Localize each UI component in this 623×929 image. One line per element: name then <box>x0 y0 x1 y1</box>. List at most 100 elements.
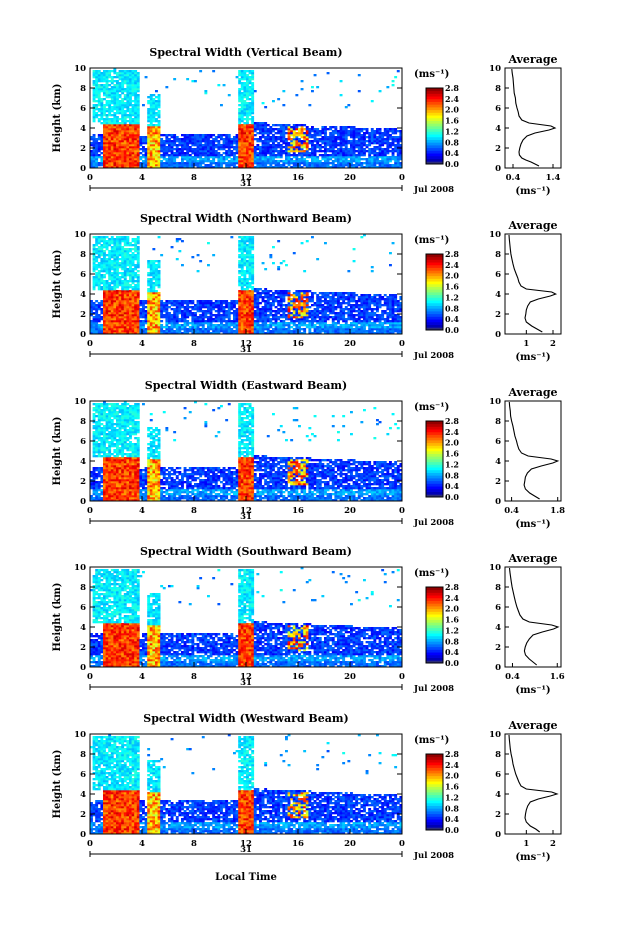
colorbar-segment <box>426 96 443 100</box>
panel-1: Spectral Width (Vertical Beam) 0 2 4 6 8 10 Hei… <box>52 46 562 197</box>
colorbar-segment <box>426 289 443 293</box>
colorbar-segment <box>426 792 443 796</box>
y-tick-label: 4 <box>80 124 86 134</box>
colorbar-segment <box>426 308 443 312</box>
panel-3: Spectral Width (Eastward Beam) 0 2 4 6 8 10 Hei… <box>52 379 565 530</box>
colorbar-segment <box>426 158 443 162</box>
colorbar-segment <box>426 161 443 165</box>
average-y-tick-label: 0 <box>495 164 501 174</box>
average-y-tick-label: 0 <box>495 497 501 507</box>
colorbar-segment <box>426 311 443 315</box>
colorbar-frame <box>425 753 444 831</box>
colorbar-tick-label: 0.8 <box>445 303 459 313</box>
x-tick-label: 4 <box>139 839 145 849</box>
colorbar-segment <box>426 603 443 607</box>
x-tick-label: 16 <box>292 839 304 849</box>
colorbar-segment <box>426 756 443 760</box>
colorbar-segment <box>426 445 443 449</box>
average-y-tick-label: 6 <box>495 603 501 613</box>
colorbar-segment <box>426 421 443 425</box>
colorbar-segment <box>426 654 443 658</box>
average-frame <box>504 67 562 169</box>
colorbar-segment <box>426 600 443 604</box>
panel-4: Spectral Width (Southward Beam) 0 2 4 6 8 10 He… <box>52 545 565 696</box>
y-tick-label: 10 <box>74 397 86 407</box>
y-tick-label: 2 <box>80 310 86 320</box>
average-y-tick-label: 4 <box>495 124 501 134</box>
colorbar-tick-label: 0.4 <box>445 814 459 824</box>
colorbar-segment <box>426 635 443 639</box>
average-frame <box>504 400 562 502</box>
y-axis-label: Height (km) <box>52 417 63 486</box>
x-tick-label: 8 <box>191 506 197 516</box>
colorbar-segment <box>426 254 443 258</box>
colorbar-segment <box>426 300 443 304</box>
colorbar-tick-label: 0.8 <box>445 803 459 813</box>
x-tick-label: 16 <box>292 506 304 516</box>
colorbar-segment <box>426 789 443 793</box>
colorbar-segment <box>426 802 443 806</box>
panel-2: Spectral Width (Northward Beam)0246810He… <box>52 212 562 363</box>
colorbar-segment <box>426 262 443 266</box>
x-tick-label: 20 <box>344 839 356 849</box>
average-y-tick-label: 6 <box>495 437 501 447</box>
colorbar-segment <box>426 770 443 774</box>
colorbar-segment <box>426 426 443 430</box>
date-label: Jul 2008 <box>413 684 454 694</box>
colorbar-segment <box>426 483 443 487</box>
average-profile-panel: Average 0 2 4 6 8 10 0.4 1.4 (ms⁻¹) <box>489 53 562 197</box>
colorbar-segment <box>426 120 443 124</box>
average-profile-line <box>508 234 558 333</box>
colorbar-segment <box>426 98 443 102</box>
colorbar-frame <box>425 87 444 165</box>
colorbar-unit: (ms⁻¹) <box>414 735 449 746</box>
y-tick-label: 4 <box>80 457 86 467</box>
average-title: Average <box>507 53 557 66</box>
colorbar-segment <box>426 589 443 593</box>
colorbar-tick-label: 0.8 <box>445 636 459 646</box>
average-y-tick-label: 2 <box>495 477 501 487</box>
average-y-tick-label: 2 <box>495 144 501 154</box>
colorbar-tick-label: 2.8 <box>445 83 459 93</box>
average-frame <box>504 233 562 335</box>
colorbar: 0.00.40.81.21.62.02.42.8 <box>425 249 459 335</box>
colorbar-segment <box>426 297 443 301</box>
colorbar-segment <box>426 423 443 427</box>
panel-title: Spectral Width (Northward Beam) <box>140 212 352 225</box>
colorbar-segment <box>426 448 443 452</box>
colorbar-segment <box>426 131 443 135</box>
date-label: Jul 2008 <box>413 851 454 861</box>
colorbar-segment <box>426 627 443 631</box>
colorbar-segment <box>426 808 443 812</box>
x-tick-label: 12 <box>240 173 252 183</box>
average-y-tick-label: 4 <box>495 790 501 800</box>
colorbar-segment <box>426 145 443 149</box>
colorbar-segment <box>426 469 443 473</box>
colorbar-segment <box>426 773 443 777</box>
colorbar-segment <box>426 821 443 825</box>
colorbar-tick-label: 0.4 <box>445 647 459 657</box>
y-tick-label: 6 <box>80 603 86 613</box>
colorbar-segment <box>426 256 443 260</box>
colorbar-segment <box>426 491 443 495</box>
average-title: Average <box>507 552 557 565</box>
x-tick-label: 20 <box>344 506 356 516</box>
y-axis-label: Height (km) <box>52 84 63 153</box>
day-label: 31 <box>240 845 252 855</box>
average-title: Average <box>507 219 557 232</box>
colorbar-frame <box>425 586 444 664</box>
x-tick-label: 12 <box>240 672 252 682</box>
colorbar-segment <box>426 453 443 457</box>
colorbar: 0.00.40.81.21.62.02.42.8 <box>425 749 459 835</box>
y-tick-label: 10 <box>74 230 86 240</box>
colorbar-segment <box>426 657 443 661</box>
colorbar-tick-label: 1.6 <box>445 782 459 792</box>
colorbar-tick-label: 2.4 <box>445 260 459 270</box>
colorbar: 0.00.40.81.21.62.02.42.8 <box>425 416 459 502</box>
average-profile-panel: Average 0 2 4 6 8 10 0.4 1.6(ms⁻¹) <box>489 552 565 696</box>
colorbar-segment <box>426 644 443 648</box>
colorbar-segment <box>426 327 443 331</box>
heatmap-cells <box>90 401 403 502</box>
colorbar-segment <box>426 142 443 146</box>
